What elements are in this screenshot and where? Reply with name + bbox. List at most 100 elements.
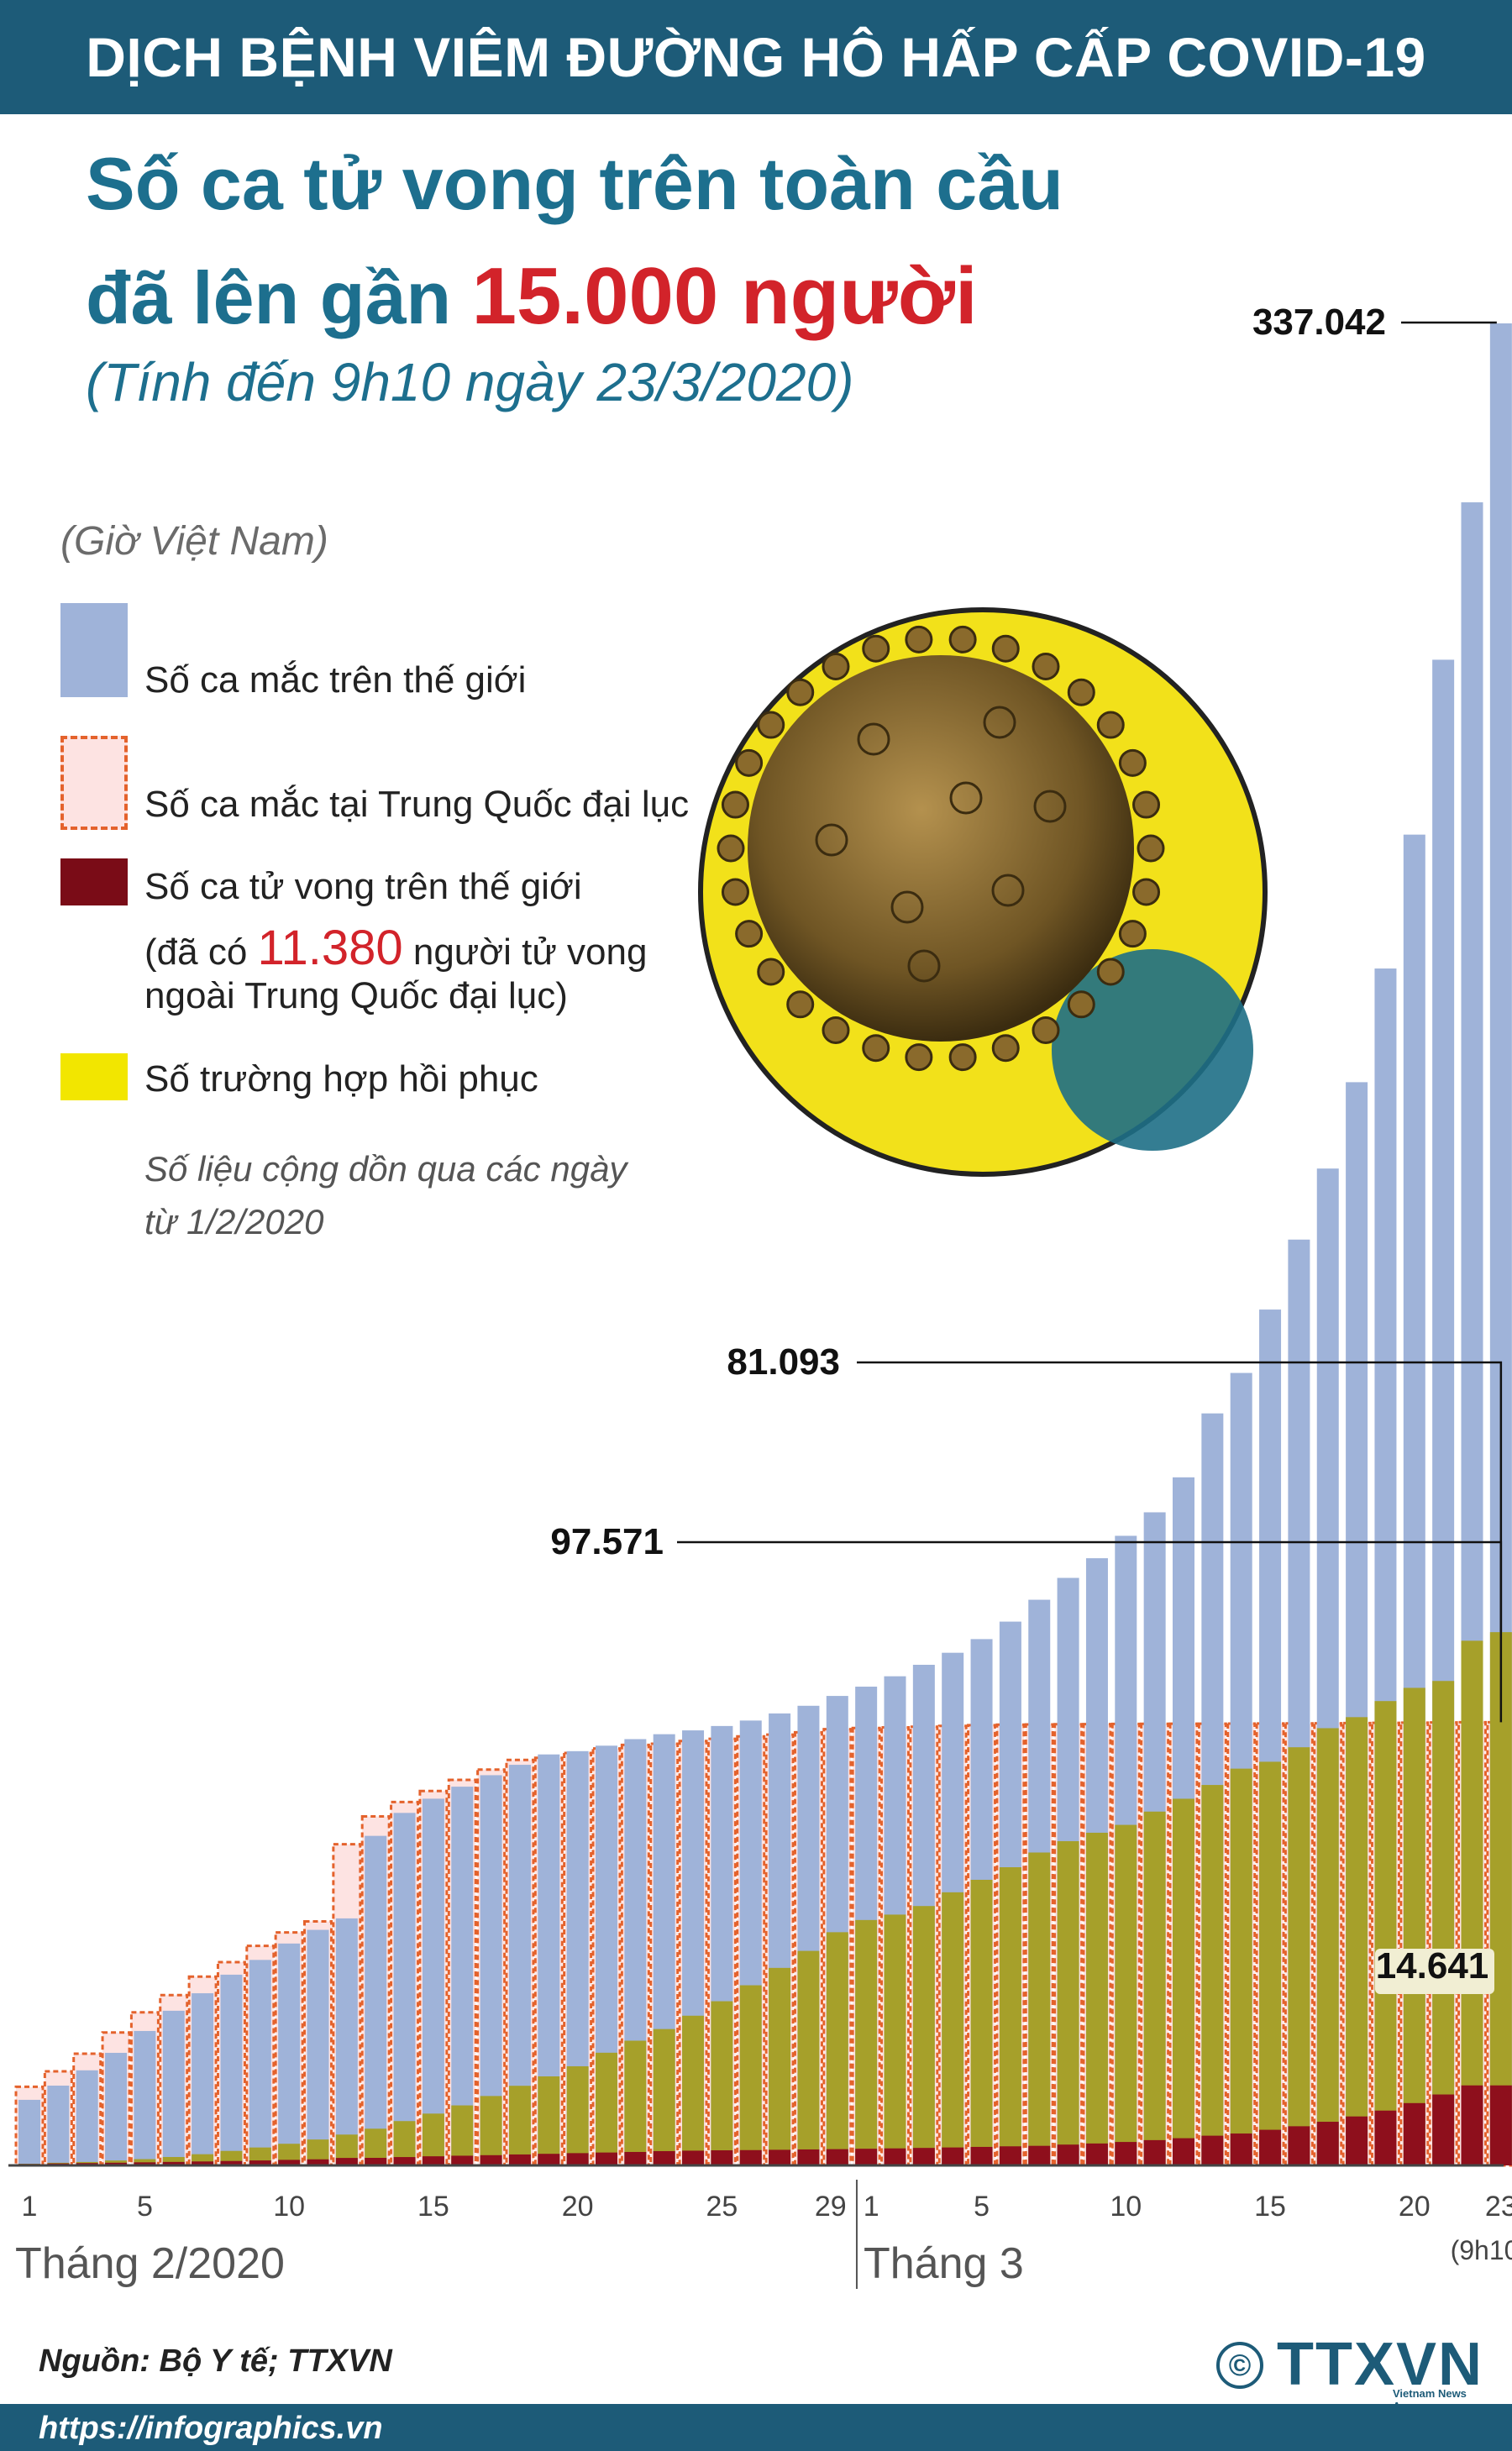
virus-spike xyxy=(1137,834,1165,863)
bar-world-cases xyxy=(451,1787,474,2165)
bar-recovered xyxy=(1374,1701,1397,2165)
bar-recovered xyxy=(711,2001,733,2165)
x-tick-label: 15 xyxy=(417,2191,449,2223)
bar-recovered xyxy=(1173,1798,1194,2165)
x-last-tick-note: (9h10) xyxy=(1451,2235,1512,2265)
legend-death-detail: (đã có 11.380 người tử vong xyxy=(144,916,647,981)
bar-recovered xyxy=(1259,1761,1282,2165)
bar-recovered xyxy=(769,1967,791,2165)
bar-world-cases xyxy=(220,1974,243,2165)
virus-surface-spot xyxy=(815,823,848,857)
annotation-label: 81.093 xyxy=(727,1341,840,1383)
virus-spike xyxy=(1096,958,1125,986)
bar-world-deaths xyxy=(566,2153,589,2165)
bar-world-deaths xyxy=(884,2148,906,2165)
bar-recovered xyxy=(480,2096,502,2165)
bar-world-deaths xyxy=(335,2158,358,2165)
x-tick-label: 1 xyxy=(22,2191,38,2223)
death-detail-suffix: người tử vong xyxy=(412,932,648,973)
virus-surface-spot xyxy=(983,706,1016,739)
virus-spike xyxy=(735,920,764,948)
bar-world-deaths xyxy=(1173,2138,1194,2165)
bar-recovered xyxy=(999,1866,1021,2165)
virus-spike xyxy=(948,625,977,653)
virus-spike xyxy=(905,1043,933,1072)
bar-world-deaths xyxy=(1115,2142,1137,2165)
bar-world-deaths xyxy=(942,2147,964,2165)
legend-label-recovered: Số trường hợp hồi phục xyxy=(144,1058,538,1100)
bar-world-deaths xyxy=(653,2150,675,2165)
x-tick-label: 10 xyxy=(1110,2191,1142,2223)
legend-cumulative-note: Số liệu cộng dồn qua các ngày từ 1/2/202… xyxy=(144,1142,732,1248)
bar-world-deaths xyxy=(1143,2139,1166,2165)
bar-world-cases xyxy=(307,1929,329,2165)
annotation-label: 337.042 xyxy=(1252,302,1386,343)
bar-world-cases xyxy=(105,2052,128,2165)
virus-spike xyxy=(948,1043,977,1072)
bar-world-deaths xyxy=(1028,2145,1051,2165)
virus-spike xyxy=(717,834,745,863)
x-tick-label: 20 xyxy=(1399,2191,1431,2223)
footer-url: https://infographics.vn xyxy=(39,2411,383,2446)
x-tick-label: 29 xyxy=(815,2191,847,2223)
bar-world-deaths xyxy=(769,2149,791,2165)
bar-recovered xyxy=(1057,1840,1079,2165)
headline-subtitle: (Tính đến 9h10 ngày 23/3/2020) xyxy=(86,352,854,412)
virus-spike xyxy=(1118,920,1147,948)
bar-recovered xyxy=(942,1892,964,2165)
death-detail-number: 11.380 xyxy=(257,921,403,975)
bar-world-deaths xyxy=(1489,2085,1512,2165)
headline-line-1: Số ca tử vong trên toàn cầu xyxy=(86,142,1063,225)
annotation-leader xyxy=(677,1540,1503,1633)
virus-spike xyxy=(1032,652,1060,680)
x-tick-label: 15 xyxy=(1254,2191,1286,2223)
cumulative-note-line-1: Số liệu cộng dồn qua các ngày xyxy=(144,1149,627,1189)
virus-spike xyxy=(905,625,933,653)
bar-world-deaths xyxy=(1201,2135,1224,2165)
bar-recovered xyxy=(1028,1852,1051,2165)
bar-world-deaths xyxy=(162,2161,185,2165)
virus-spike xyxy=(1096,711,1125,739)
bar-world-deaths xyxy=(1374,2110,1397,2165)
bar-world-deaths xyxy=(1230,2133,1252,2165)
x-tick-label: 10 xyxy=(273,2191,305,2223)
virus-spike xyxy=(786,678,815,706)
bar-recovered xyxy=(1461,1640,1483,2165)
bar-world-deaths xyxy=(1288,2126,1310,2165)
bar-world-deaths xyxy=(1461,2085,1483,2165)
bar-world-deaths xyxy=(508,2154,531,2165)
virus-spike xyxy=(862,634,890,663)
legend-swatch-world-cases xyxy=(60,603,128,697)
x-tick-label: 1 xyxy=(864,2191,879,2223)
bar-world-deaths xyxy=(105,2162,128,2165)
legend-label-world-deaths: Số ca tử vong trên thế giới xyxy=(144,866,582,907)
bar-world-deaths xyxy=(134,2162,156,2165)
bar-world-cases xyxy=(18,2099,40,2165)
bar-recovered xyxy=(1316,1728,1339,2165)
bar-recovered xyxy=(1230,1768,1252,2165)
bar-world-deaths xyxy=(365,2158,387,2165)
bar-recovered xyxy=(1403,1687,1425,2165)
virus-spike xyxy=(1032,1016,1060,1045)
bar-recovered xyxy=(912,1906,935,2165)
chart-annotations: 337.042 81.093 97.571 14.641 xyxy=(550,302,1503,1994)
bar-world-deaths xyxy=(999,2146,1021,2165)
virus-spike xyxy=(757,711,785,739)
bar-world-deaths xyxy=(480,2154,502,2165)
virus-spike xyxy=(1067,678,1095,706)
virus-spike xyxy=(822,652,850,680)
bar-world-cases xyxy=(278,1943,301,2165)
virus-spike xyxy=(721,790,749,819)
annotation-label: 14.641 xyxy=(1376,1945,1489,1987)
bar-world-deaths xyxy=(451,2155,474,2165)
virus-surface-spot xyxy=(890,890,924,924)
legend-death-detail-line2: ngoài Trung Quốc đại lục) xyxy=(144,975,568,1016)
bar-world-cases xyxy=(76,2070,98,2165)
bar-world-deaths xyxy=(855,2149,878,2165)
virus-surface-spot xyxy=(907,949,941,983)
bar-world-deaths xyxy=(596,2152,617,2165)
headline-highlight: 15.000 người xyxy=(471,251,978,341)
bar-world-deaths xyxy=(220,2160,243,2165)
virus-spike xyxy=(1067,990,1095,1019)
annotation-label: 97.571 xyxy=(550,1521,664,1562)
